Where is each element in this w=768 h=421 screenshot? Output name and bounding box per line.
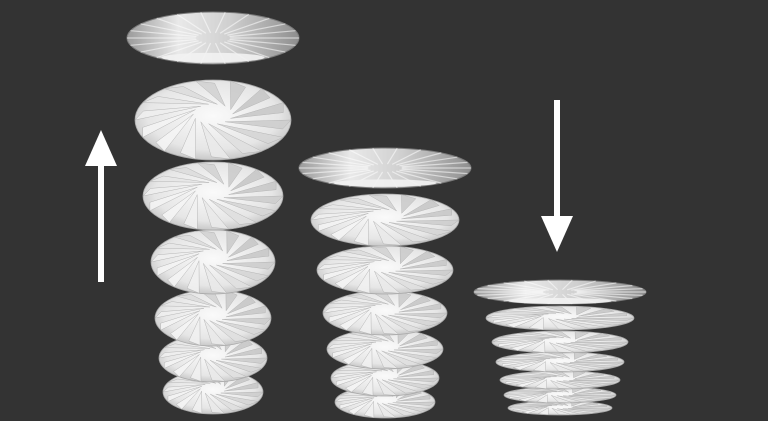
medium-tower [298,147,472,419]
down-arrow-icon [541,100,573,252]
tower-segment [150,229,276,295]
tower-segment [507,400,613,416]
tower-segment [491,330,629,354]
tower-cap [126,11,300,65]
tower-segment [158,333,268,383]
tower-cap [298,147,472,189]
tall-tower [126,11,300,415]
tower-segment [495,351,625,373]
tower-segment [322,290,448,336]
tower-cap [473,279,647,305]
tower-segment [310,193,460,247]
tower-segment [326,328,444,370]
tower-segment [316,245,454,295]
tower-segment [154,289,272,347]
up-arrow-icon [85,130,117,282]
tower-segment [503,386,617,404]
tower-segment [330,359,440,397]
tower-segment [142,161,284,231]
tower-segment [485,305,635,331]
short-tower [473,279,647,416]
tower-segment [499,370,621,390]
tower-segment [134,79,292,161]
